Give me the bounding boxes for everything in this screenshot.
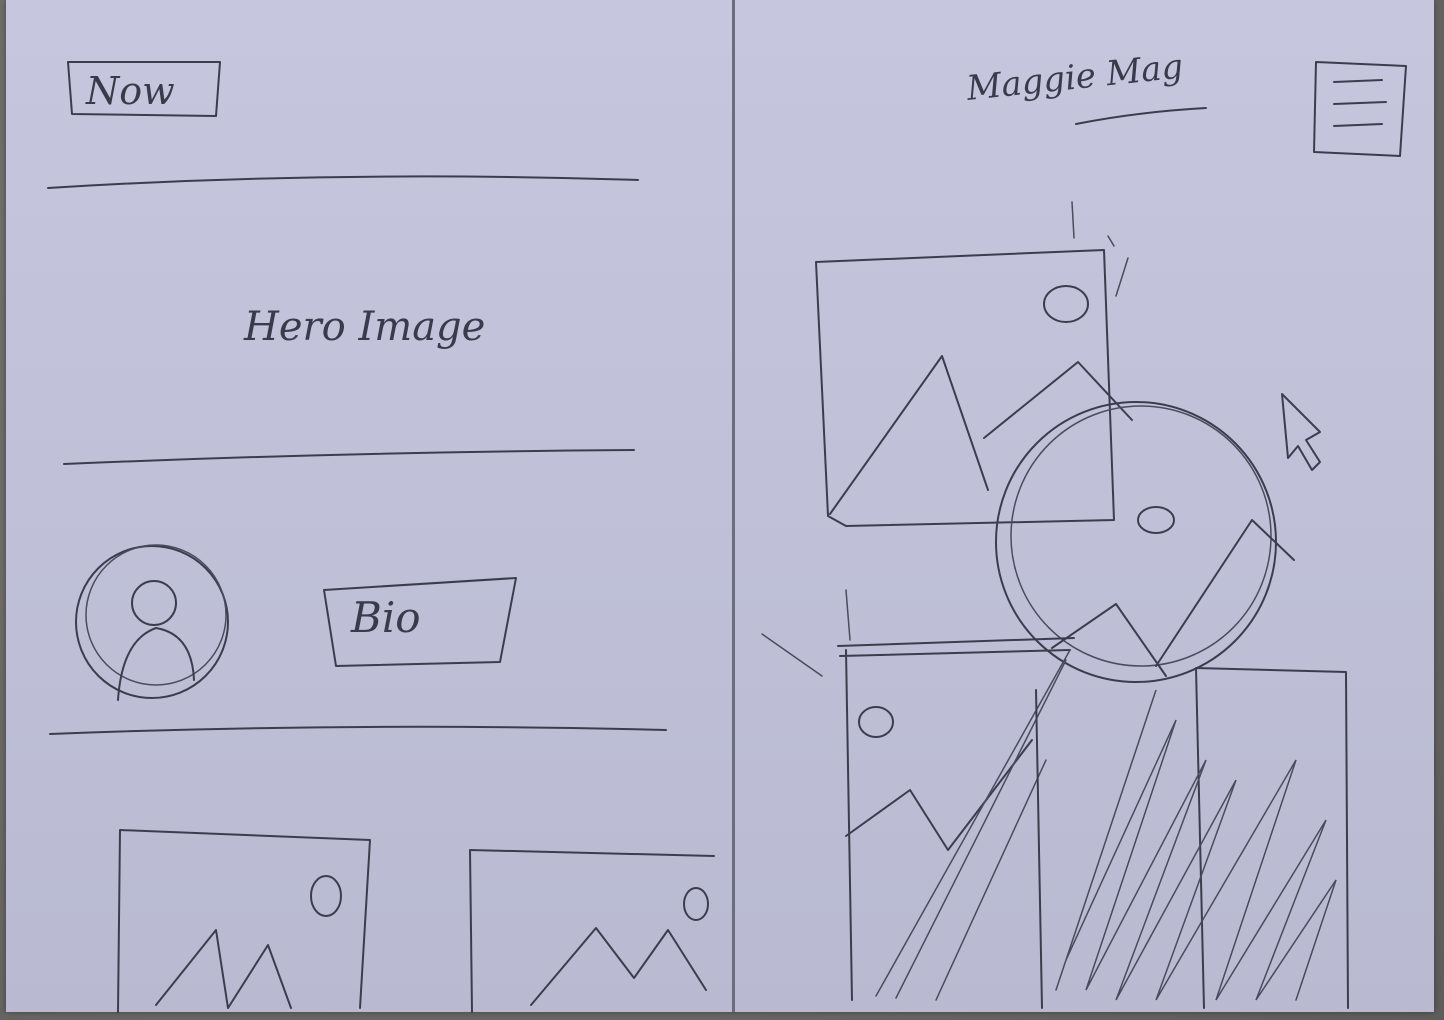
- image-card-bottom-right[interactable]: [1035, 667, 1349, 1009]
- nav-button-label: Now: [85, 69, 175, 113]
- nav-button[interactable]: Now: [67, 61, 221, 117]
- profile-divider: [49, 725, 667, 735]
- left-page-drawing: Now Hero Image Bio: [47, 61, 715, 1013]
- paper-sheet: Now Hero Image Bio: [6, 0, 1434, 1013]
- image-card-top[interactable]: [815, 201, 1133, 527]
- right-page-wireframe: Maggie Mag: [736, 0, 1434, 1012]
- page-fold-line: [732, 0, 735, 1012]
- hero-divider: [63, 449, 635, 465]
- mouse-pointer-icon: [1281, 393, 1321, 471]
- hamburger-menu-icon[interactable]: [1313, 61, 1407, 157]
- right-page-drawing: Maggie Mag: [761, 46, 1407, 1009]
- gallery-thumbnail-1[interactable]: [117, 829, 371, 1013]
- image-card-bottom-left[interactable]: [761, 589, 1075, 1001]
- site-logo[interactable]: Maggie Mag: [964, 46, 1207, 125]
- hero-image-label: Hero Image: [243, 304, 485, 350]
- user-avatar-icon: [75, 544, 229, 701]
- site-logo-text: Maggie Mag: [964, 46, 1185, 109]
- bio-button-label: Bio: [350, 593, 421, 642]
- bio-button[interactable]: Bio: [323, 577, 517, 667]
- gallery-thumbnail-2[interactable]: [469, 849, 715, 1013]
- image-card-circle[interactable]: [995, 401, 1295, 683]
- left-page-wireframe: Now Hero Image Bio: [6, 0, 736, 1013]
- header-divider: [47, 175, 639, 189]
